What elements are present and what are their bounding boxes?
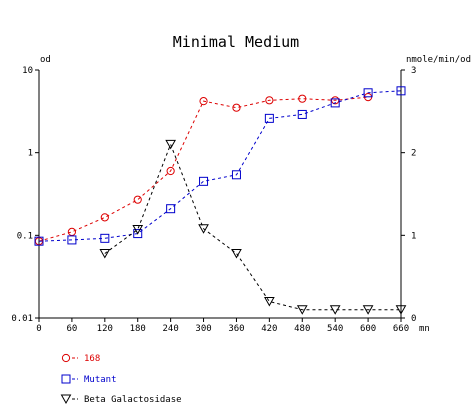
series-line-168 <box>38 96 369 242</box>
x-tick-label: 120 <box>97 324 113 334</box>
data-point-beta-galactosidase <box>165 139 176 150</box>
right-tick-label: 3 <box>411 66 416 76</box>
data-point-beta-galactosidase <box>231 249 242 259</box>
x-tick-label: 420 <box>261 324 277 334</box>
data-point-168 <box>133 195 142 204</box>
legend: 168 Mutant Beta Galactosidase <box>60 353 182 405</box>
data-point-mutant <box>396 86 406 96</box>
axes-layer: 0 60 120 180 240 300 360 420 480 540 600 6600.010.1… <box>11 66 416 334</box>
left-tick-label: 0.01 <box>11 314 33 324</box>
data-point-mutant <box>166 204 176 214</box>
series-mutant <box>34 86 406 246</box>
x-tick-label: 540 <box>327 324 343 334</box>
data-point-mutant <box>231 170 241 180</box>
data-point-mutant <box>330 98 340 108</box>
series-168 <box>34 93 373 246</box>
data-point-mutant <box>199 176 209 186</box>
data-point-mutant <box>100 233 110 243</box>
data-point-beta-galactosidase <box>296 305 308 315</box>
data-point-beta-galactosidase <box>198 224 209 234</box>
data-point-beta-galactosidase <box>329 305 341 315</box>
data-point-168 <box>298 94 307 103</box>
x-tick-label: 660 <box>393 324 409 334</box>
x-tick-label: 180 <box>130 324 146 334</box>
data-point-168 <box>199 97 208 106</box>
right-tick-label: 2 <box>411 149 416 159</box>
left-tick-label: 1 <box>28 149 33 159</box>
data-point-beta-galactosidase <box>99 249 111 259</box>
legend-item-168: 168 <box>61 353 100 364</box>
data-point-168 <box>232 103 241 112</box>
data-point-168 <box>67 227 77 237</box>
x-tick-label: 600 <box>360 324 376 334</box>
data-point-mutant <box>34 236 44 246</box>
right-tick-label: 0 <box>411 314 416 324</box>
legend-label-mutant: Mutant <box>84 375 117 385</box>
series-beta-galactosidase <box>99 139 407 315</box>
data-point-168 <box>265 96 274 105</box>
data-point-beta-galactosidase <box>395 305 407 315</box>
x-tick-label: 360 <box>228 324 244 334</box>
data-point-mutant <box>264 113 274 123</box>
left-axis-label: od <box>40 55 51 65</box>
data-point-mutant <box>67 235 77 245</box>
x-tick-label: 240 <box>163 324 179 334</box>
legend-marker-mutant <box>61 374 71 384</box>
data-point-mutant <box>363 88 373 98</box>
legend-item-mutant: Mutant <box>61 374 117 385</box>
series-line-mutant <box>38 90 402 242</box>
x-tick-label: 300 <box>195 324 211 334</box>
data-point-beta-galactosidase <box>132 225 144 235</box>
series-line-beta-galactosidase <box>104 143 401 311</box>
data-point-168 <box>166 166 175 176</box>
data-point-beta-galactosidase <box>264 296 275 307</box>
left-tick-label: 10 <box>22 66 33 76</box>
legend-label-beta-galactosidase: Beta Galactosidase <box>84 395 182 405</box>
data-point-mutant <box>297 109 307 119</box>
legend-marker-beta-galactosidase <box>60 394 72 405</box>
data-point-mutant <box>133 229 143 239</box>
legend-label-168: 168 <box>84 354 100 364</box>
x-axis-label: mn <box>419 324 430 334</box>
x-tick-label: 480 <box>294 324 310 334</box>
legend-item-beta-galactosidase: Beta Galactosidase <box>60 394 182 405</box>
chart-title: Minimal Medium <box>173 33 299 51</box>
right-tick-label: 1 <box>411 231 416 241</box>
x-tick-label: 0 <box>36 324 41 334</box>
left-tick-label: 0.1 <box>17 231 33 241</box>
data-point-168 <box>100 213 109 222</box>
series-layer <box>34 86 407 315</box>
x-tick-label: 60 <box>66 324 77 334</box>
right-axis-label: nmole/min/od <box>406 55 471 65</box>
legend-marker-168 <box>61 353 71 363</box>
data-point-beta-galactosidase <box>362 305 374 315</box>
